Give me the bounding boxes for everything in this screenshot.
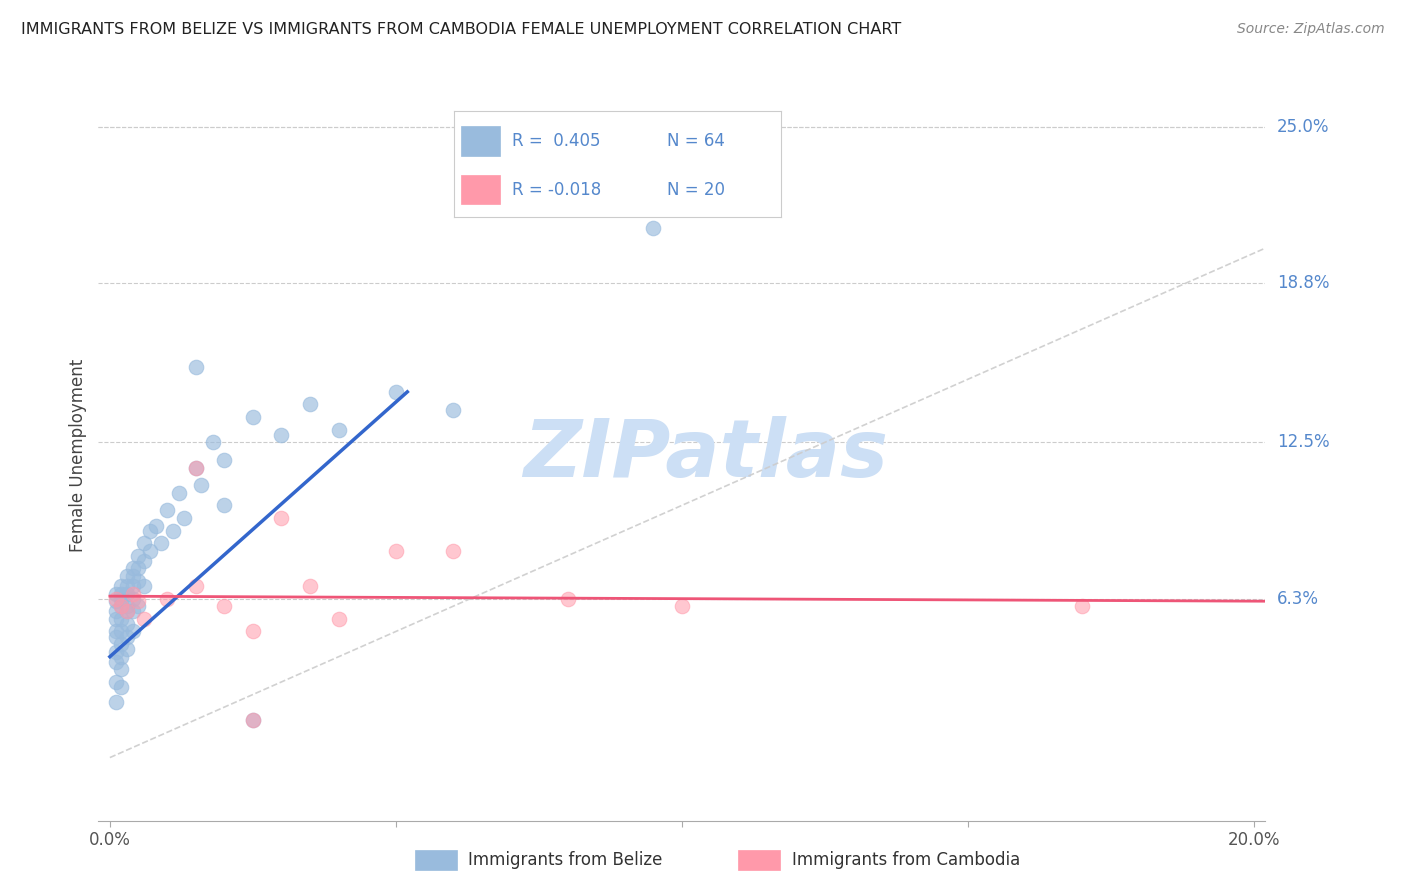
Point [115,604,138,618]
Y-axis label: Female Unemployment: Female Unemployment [69,359,87,551]
Point [134,579,156,593]
Point [134,536,156,550]
Point [173,511,195,525]
Point [104,594,127,608]
Point [121,587,143,601]
Point [127,561,149,575]
Point [115,616,138,631]
Point [190,478,212,492]
Point [441,402,464,417]
Point [139,543,162,558]
Point [1071,599,1094,614]
Text: Immigrants from Belize: Immigrants from Belize [468,851,662,869]
Point [167,485,190,500]
Point [242,713,264,727]
Text: IMMIGRANTS FROM BELIZE VS IMMIGRANTS FROM CAMBODIA FEMALE UNEMPLOYMENT CORRELATI: IMMIGRANTS FROM BELIZE VS IMMIGRANTS FRO… [21,22,901,37]
Point [127,599,149,614]
Point [115,599,138,614]
Point [242,713,264,727]
Point [104,655,127,669]
Point [115,587,138,601]
Point [328,612,350,626]
Point [214,453,236,467]
Point [121,569,143,583]
Point [385,384,408,399]
Point [242,624,264,639]
Point [201,435,224,450]
Point [115,642,138,657]
Point [150,536,173,550]
Point [127,574,149,588]
Point [110,587,132,601]
Point [110,599,132,614]
Point [156,591,179,606]
Point [110,599,132,614]
Point [299,579,322,593]
Point [104,612,127,626]
Point [121,604,143,618]
Point [115,579,138,593]
Point [270,427,292,442]
Point [104,674,127,689]
Point [134,554,156,568]
Point [121,591,143,606]
Text: 18.8%: 18.8% [1277,275,1330,293]
Point [110,649,132,664]
Point [104,630,127,644]
Point [115,569,138,583]
Point [121,624,143,639]
Point [110,624,132,639]
Point [104,645,127,659]
Point [643,221,665,235]
Point [184,460,207,475]
Point [110,591,132,606]
Point [214,599,236,614]
Point [110,579,132,593]
Point [184,460,207,475]
Point [127,549,149,563]
Point [441,543,464,558]
Point [184,579,207,593]
Text: 12.5%: 12.5% [1277,434,1330,451]
Text: ZIPatlas: ZIPatlas [523,416,887,494]
Point [385,543,408,558]
Point [156,503,179,517]
Point [104,604,127,618]
Point [121,561,143,575]
Text: 6.3%: 6.3% [1277,590,1319,607]
Point [145,518,167,533]
Text: Source: ZipAtlas.com: Source: ZipAtlas.com [1237,22,1385,37]
Point [104,695,127,709]
Point [104,587,127,601]
Point [557,591,579,606]
Text: 25.0%: 25.0% [1277,118,1330,136]
Point [328,423,350,437]
Text: Immigrants from Cambodia: Immigrants from Cambodia [792,851,1019,869]
Point [127,594,149,608]
Point [110,662,132,676]
Point [214,499,236,513]
Point [299,397,322,411]
Point [184,359,207,374]
Point [162,524,184,538]
Point [115,604,138,618]
Point [104,591,127,606]
Point [110,612,132,626]
Point [110,680,132,694]
Point [110,637,132,651]
Point [270,511,292,525]
Point [134,612,156,626]
Point [115,630,138,644]
Point [671,599,693,614]
Point [139,524,162,538]
Point [242,410,264,425]
Point [104,624,127,639]
Point [121,579,143,593]
